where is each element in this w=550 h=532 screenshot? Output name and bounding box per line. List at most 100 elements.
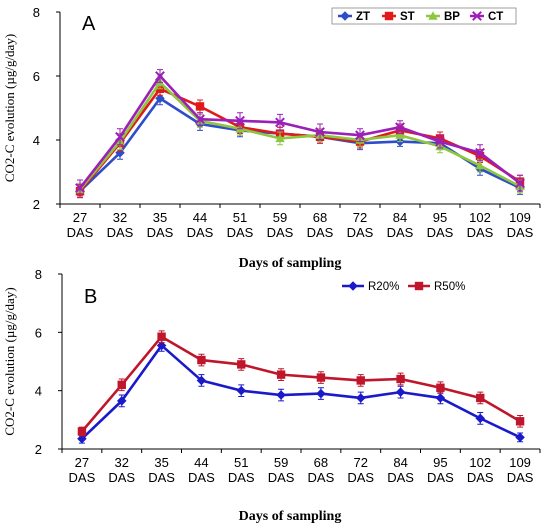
data-point	[515, 178, 525, 189]
legend-swatch-marker	[472, 11, 482, 21]
y-tick-label: 2	[33, 197, 40, 212]
panel-label: B	[84, 286, 97, 308]
data-point	[197, 355, 206, 365]
data-point	[395, 130, 405, 139]
x-tick-label-line: DAS	[427, 470, 454, 485]
legend-swatch-marker	[348, 281, 358, 291]
x-tick-label-line: DAS	[467, 470, 494, 485]
series-line	[80, 335, 521, 433]
legend-frame	[331, 7, 517, 25]
series-ct	[75, 69, 525, 197]
x-tick-label: 72 DAS	[347, 455, 374, 485]
data-point	[196, 375, 207, 386]
x-tick-label: 102 DAS	[467, 210, 494, 240]
y-tick-label: 4	[35, 384, 42, 399]
x-tick-label-line: DAS	[228, 470, 255, 485]
data-point	[515, 417, 525, 426]
data-point	[315, 127, 325, 137]
x-tick-label-line: DAS	[308, 470, 335, 485]
data-point	[276, 370, 286, 379]
x-tick-label-line: 35	[154, 455, 168, 470]
data-point	[195, 102, 205, 111]
x-tick-label-line: DAS	[507, 225, 534, 240]
x-tick-label-line: 35	[153, 210, 167, 225]
legend-label: CT	[488, 11, 503, 23]
data-point	[235, 115, 245, 126]
series-line	[78, 74, 521, 189]
x-tick-label: 102 DAS	[467, 455, 494, 485]
legend-swatch-marker	[428, 11, 438, 20]
x-tick-label: 59 DAS	[267, 210, 294, 240]
x-tick-label-line: 68	[314, 455, 328, 470]
x-tick-label: 27 DAS	[67, 210, 94, 240]
x-tick-label-line: DAS	[187, 225, 214, 240]
x-tick-label-line: 95	[433, 210, 447, 225]
x-tick-label-line: 95	[433, 455, 447, 470]
y-tick-label: 8	[35, 267, 42, 282]
x-tick-label-line: DAS	[507, 470, 534, 485]
x-tick-label: 35 DAS	[148, 455, 175, 485]
x-tick-label-line: 32	[113, 210, 127, 225]
legend-label: ST	[400, 11, 415, 23]
x-tick-label-line: DAS	[108, 470, 135, 485]
data-point	[515, 432, 525, 443]
data-point	[395, 387, 406, 397]
y-axis-title: CO2-C evolution (µg/g/day)	[2, 34, 17, 182]
x-tick-label: 51 DAS	[228, 455, 255, 485]
legend-label: R20%	[368, 281, 399, 293]
x-tick-label: 109 DAS	[507, 210, 534, 240]
data-point	[475, 413, 486, 424]
x-tick-label-line: 44	[193, 210, 207, 225]
x-tick-label-line: 68	[313, 210, 327, 225]
data-point	[155, 71, 165, 81]
data-point	[276, 390, 286, 400]
x-tick-label-line: 59	[274, 455, 288, 470]
x-tick-label-line: 27	[75, 455, 89, 470]
data-point	[116, 396, 127, 406]
data-point	[75, 183, 85, 193]
data-point	[156, 340, 167, 351]
x-tick-label-line: 32	[115, 455, 129, 470]
y-tick-label: 4	[33, 133, 40, 148]
x-tick-label-line: 59	[273, 210, 287, 225]
data-point	[356, 376, 365, 385]
x-tick-label-line: 84	[393, 455, 407, 470]
data-point	[275, 133, 285, 143]
x-tick-label-line: 44	[194, 455, 208, 470]
data-point	[237, 360, 246, 369]
data-point	[316, 388, 326, 399]
x-tick-label-line: 109	[509, 210, 531, 225]
data-point	[195, 114, 205, 125]
x-tick-label-line: DAS	[188, 470, 215, 485]
legend-label: ZT	[356, 11, 370, 23]
x-tick-label-line: DAS	[69, 470, 96, 485]
x-tick-label: 68 DAS	[308, 455, 335, 485]
x-tick-label-line: DAS	[268, 470, 295, 485]
y-tick-label: 6	[35, 325, 42, 340]
series-bp	[75, 75, 525, 197]
panel-label: A	[82, 13, 96, 35]
x-tick-label: 68 DAS	[307, 210, 334, 240]
x-tick-label-line: 51	[233, 210, 247, 225]
data-point	[155, 93, 165, 104]
legend-swatch-marker	[414, 281, 424, 291]
x-tick-label-line: 72	[354, 455, 368, 470]
x-tick-label-line: DAS	[467, 225, 494, 240]
y-axis-title: CO2-C evolution (µg/g/day)	[2, 287, 17, 435]
data-point	[355, 130, 365, 141]
x-tick-label: 95 DAS	[427, 210, 454, 240]
data-point	[435, 136, 445, 147]
x-tick-label: 32 DAS	[107, 210, 134, 240]
data-point	[396, 374, 405, 384]
x-tick-label: 72 DAS	[347, 210, 374, 240]
data-point	[435, 393, 446, 403]
data-point	[157, 332, 166, 341]
x-tick-label: 35 DAS	[147, 210, 174, 240]
x-tick-label-line: 72	[353, 210, 367, 225]
legend-label: BP	[444, 11, 460, 23]
x-tick-label-line: DAS	[147, 225, 174, 240]
x-tick-label-line: DAS	[267, 225, 294, 240]
